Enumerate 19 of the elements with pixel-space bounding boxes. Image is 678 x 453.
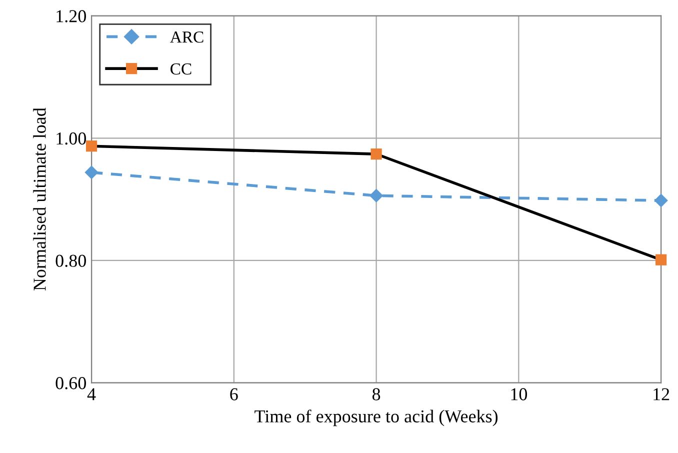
legend-label: CC xyxy=(170,63,192,75)
legend-label: ARC xyxy=(170,31,204,43)
x-tick-label: 12 xyxy=(654,388,670,400)
point xyxy=(84,166,98,179)
point xyxy=(370,148,382,160)
x-tick-label: 8 xyxy=(372,388,380,400)
x-tick-label: 4 xyxy=(87,388,96,400)
y-tick-label: 1.00 xyxy=(56,132,86,145)
x-axis-title: Time of exposure to acid (Weeks) xyxy=(254,410,498,426)
point xyxy=(655,254,667,266)
point xyxy=(370,189,383,202)
y-tick-label: 0.60 xyxy=(56,377,86,390)
y-axis-title: Normalised ultimate load xyxy=(33,108,46,291)
y-tick-label: 0.80 xyxy=(56,254,86,267)
x-tick-label: 6 xyxy=(230,388,238,400)
point xyxy=(654,194,668,208)
y-tick-label: 1.20 xyxy=(56,10,86,22)
point xyxy=(86,140,98,152)
x-tick-label: 10 xyxy=(511,388,528,400)
